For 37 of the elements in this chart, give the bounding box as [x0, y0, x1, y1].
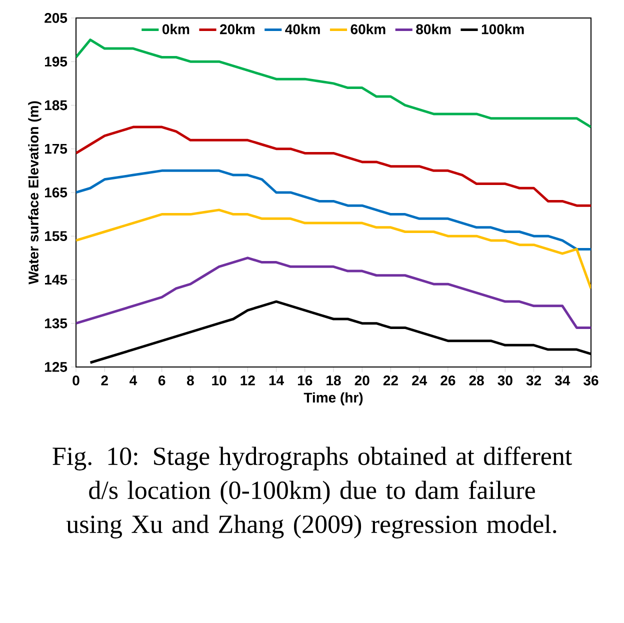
legend-label: 20km [220, 24, 254, 34]
x-tick-label: 10 [212, 376, 226, 386]
x-tick-label: 14 [269, 376, 284, 386]
x-tick-label: 28 [469, 376, 484, 386]
y-axis-title: Water surface Elevation (m) [28, 101, 42, 284]
legend-label: 60km [350, 24, 386, 34]
x-tick-label: 20 [354, 376, 370, 386]
y-tick-label: 125 [44, 362, 68, 372]
legend-label: 0km [162, 24, 190, 34]
legend-label: 80km [416, 24, 451, 34]
caption: Fig. 10: Stage hydrographs obtained at different d/s location (0-100km) due to dam failure using Xu and Zhang (2009) regression model. [52, 446, 572, 538]
x-axis-title: Time (hr) [304, 392, 363, 406]
legend-label: 40km [285, 24, 320, 34]
x-tick-label: 24 [412, 376, 428, 386]
x-tick-label: 8 [186, 376, 194, 386]
x-tick-label: 30 [498, 376, 512, 386]
y-tick-label: 145 [44, 274, 68, 285]
x-tick-label: 16 [298, 376, 312, 386]
y-tick-label: 175 [44, 144, 68, 154]
y-tick-label: 135 [44, 318, 68, 328]
x-tick-label: 0 [72, 376, 80, 386]
y-tick-label: 205 [44, 13, 68, 23]
x-tick-label: 36 [584, 376, 598, 386]
y-tick-label: 185 [44, 100, 68, 110]
x-tick-label: 4 [130, 376, 138, 386]
y-tick-label: 155 [44, 231, 68, 242]
x-tick-label: 32 [526, 376, 541, 386]
x-tick-label: 12 [240, 376, 255, 386]
x-tick-label: 34 [554, 376, 570, 386]
legend-label: 100km [482, 24, 524, 34]
x-tick-label: 6 [158, 376, 166, 386]
y-tick-label: 165 [44, 188, 68, 198]
x-tick-label: 26 [440, 376, 456, 386]
x-tick-label: 22 [383, 376, 398, 386]
x-tick-label: 18 [326, 376, 341, 386]
y-tick-label: 195 [44, 56, 68, 67]
x-tick-label: 2 [101, 376, 108, 386]
